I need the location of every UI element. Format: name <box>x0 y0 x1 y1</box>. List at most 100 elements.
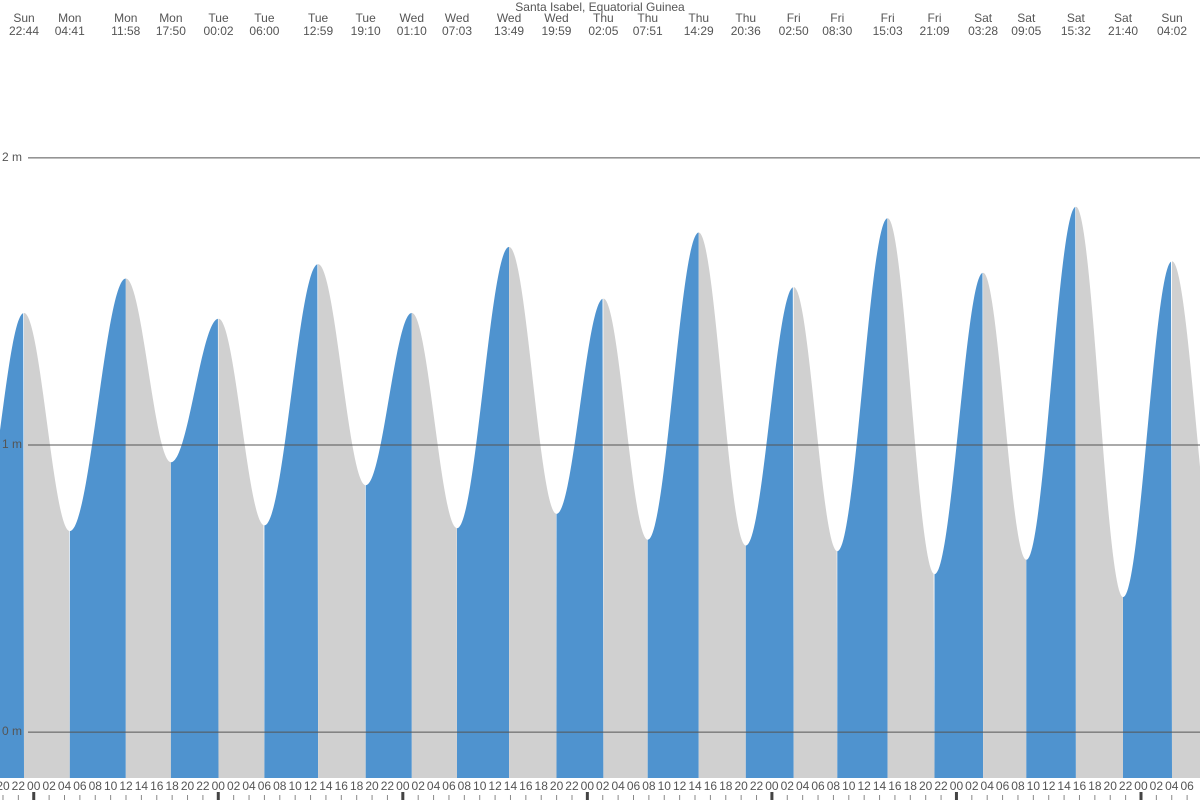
hour-label: 02 <box>781 779 795 793</box>
hour-label: 16 <box>888 779 902 793</box>
tide-segment <box>556 298 604 778</box>
extreme-time: 21:40 <box>1108 24 1138 38</box>
hour-label: 04 <box>1165 779 1179 793</box>
hour-label: 02 <box>412 779 426 793</box>
hour-label: 02 <box>596 779 610 793</box>
extreme-time: 00:02 <box>204 24 234 38</box>
y-tick-label: 2 m <box>2 150 22 164</box>
tide-segment <box>793 287 838 778</box>
extreme-day: Tue <box>356 11 377 25</box>
hour-label: 04 <box>981 779 995 793</box>
hour-label: 04 <box>796 779 810 793</box>
chart-title: Santa Isabel, Equatorial Guinea <box>515 0 685 14</box>
hour-label: 08 <box>273 779 287 793</box>
extreme-time: 04:41 <box>55 24 85 38</box>
hour-label: 00 <box>27 779 41 793</box>
hour-label: 22 <box>12 779 26 793</box>
tide-segment <box>218 318 265 778</box>
extreme-day: Sun <box>13 11 34 25</box>
hour-label: 02 <box>227 779 241 793</box>
y-tick-label: 0 m <box>2 724 22 738</box>
tide-segment <box>0 313 24 778</box>
hour-label: 14 <box>504 779 518 793</box>
hour-label: 20 <box>734 779 748 793</box>
tide-segment <box>1123 261 1172 779</box>
hour-label: 22 <box>750 779 764 793</box>
hour-label: 12 <box>857 779 871 793</box>
hour-label: 14 <box>319 779 333 793</box>
hour-label: 12 <box>1042 779 1056 793</box>
extreme-time: 07:03 <box>442 24 472 38</box>
extreme-time: 19:59 <box>541 24 571 38</box>
extreme-time: 14:29 <box>684 24 714 38</box>
hour-label: 20 <box>181 779 195 793</box>
extreme-time: 06:00 <box>249 24 279 38</box>
hour-label: 22 <box>196 779 210 793</box>
extreme-time: 11:58 <box>111 24 140 38</box>
hour-label: 06 <box>73 779 87 793</box>
extreme-day: Fri <box>881 11 895 25</box>
hour-label: 08 <box>458 779 472 793</box>
extreme-day: Wed <box>497 11 521 25</box>
hour-label: 20 <box>0 779 10 793</box>
extreme-day: Wed <box>544 11 568 25</box>
tide-segment <box>457 246 510 778</box>
extreme-time: 15:32 <box>1061 24 1091 38</box>
extreme-time: 07:51 <box>633 24 663 38</box>
extreme-day: Sat <box>1067 11 1086 25</box>
hour-label: 12 <box>304 779 318 793</box>
tide-segment <box>837 218 888 778</box>
hour-label: 20 <box>365 779 379 793</box>
hour-label: 16 <box>1073 779 1087 793</box>
extreme-day: Mon <box>159 11 182 25</box>
hour-label: 06 <box>258 779 272 793</box>
hour-label: 18 <box>1088 779 1102 793</box>
tide-segment <box>69 278 126 778</box>
hour-label: 08 <box>1011 779 1025 793</box>
hour-label: 18 <box>535 779 549 793</box>
extreme-day: Thu <box>637 11 658 25</box>
extreme-time: 21:09 <box>920 24 950 38</box>
hour-label: 06 <box>627 779 641 793</box>
tide-segment <box>1172 261 1200 778</box>
hour-label: 18 <box>719 779 733 793</box>
hour-label: 00 <box>765 779 779 793</box>
extreme-day: Mon <box>58 11 81 25</box>
extreme-day: Fri <box>787 11 801 25</box>
hour-label: 16 <box>704 779 718 793</box>
extreme-time: 09:05 <box>1011 24 1041 38</box>
hour-label: 08 <box>89 779 103 793</box>
extreme-day: Sun <box>1161 11 1182 25</box>
hour-label: 04 <box>242 779 256 793</box>
tide-segment <box>24 312 70 778</box>
tide-segment <box>365 312 412 778</box>
tide-segment <box>745 287 794 778</box>
tide-segment <box>1075 206 1123 778</box>
tide-segment <box>125 278 171 778</box>
extreme-day: Sat <box>974 11 993 25</box>
extreme-day: Fri <box>830 11 844 25</box>
hour-label: 20 <box>550 779 564 793</box>
extreme-day: Wed <box>445 11 469 25</box>
hour-label: 02 <box>42 779 56 793</box>
tide-segment <box>264 264 319 778</box>
extreme-day: Tue <box>208 11 229 25</box>
extreme-day: Thu <box>688 11 709 25</box>
hour-label: 22 <box>1119 779 1133 793</box>
extreme-time: 01:10 <box>397 24 427 38</box>
extreme-day: Wed <box>400 11 424 25</box>
hour-label: 22 <box>381 779 395 793</box>
tide-segment <box>934 272 984 778</box>
hour-label: 14 <box>873 779 887 793</box>
hour-label: 06 <box>442 779 456 793</box>
hour-label: 06 <box>1180 779 1194 793</box>
hour-label: 04 <box>611 779 625 793</box>
hour-label: 06 <box>996 779 1010 793</box>
hour-label: 10 <box>288 779 302 793</box>
extreme-day: Tue <box>308 11 329 25</box>
extreme-time: 17:50 <box>156 24 186 38</box>
hour-label: 02 <box>1150 779 1164 793</box>
hour-label: 18 <box>350 779 364 793</box>
